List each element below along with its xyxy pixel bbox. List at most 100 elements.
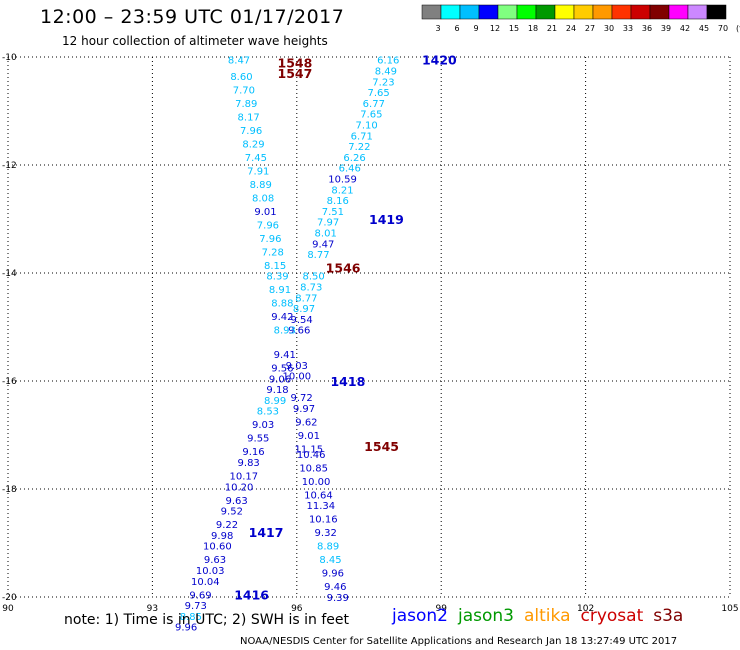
wave-height-label: 7.65 [360,110,382,121]
wave-height-label: 7.96 [240,126,262,137]
wave-height-label: 9.06 [269,374,291,385]
wave-height-label: 6.26 [343,153,365,164]
wave-height-label: 10.20 [225,482,254,493]
wave-height-label: 9.97 [293,404,315,415]
wave-height-label: 7.28 [262,247,284,258]
x-tick-label: 102 [577,604,594,614]
y-tick-label: -10 [2,53,17,63]
pass-number-label: 1417 [249,525,284,540]
wave-height-label: 7.96 [259,234,281,245]
wave-height-label: 9.62 [295,418,317,429]
pass-number-label: 1418 [330,374,365,389]
wave-height-label: 11.15 [295,445,324,456]
wave-height-label: 10.17 [230,472,259,483]
footer-credit: NOAA/NESDIS Center for Satellite Applica… [240,636,678,647]
wave-height-label: 8.45 [319,555,341,566]
wave-height-label: 6.71 [351,131,373,142]
scale-label: 21 [547,24,557,33]
wave-height-label: 6.77 [363,99,385,110]
wave-height-label: 9.01 [298,431,320,442]
x-tick-label: 93 [147,604,158,614]
wave-height-label: 8.89 [250,180,272,191]
wave-height-label: 7.96 [257,220,279,231]
wave-height-label: 10.03 [196,566,225,577]
scale-swatch [459,4,480,20]
wave-height-label: 10.85 [299,463,328,474]
wave-height-label: 9.18 [266,385,288,396]
wave-height-label: 9.96 [175,623,197,634]
scale-swatch [573,4,594,20]
wave-height-label: 10.60 [203,542,232,553]
pass-number-label: 1420 [422,53,457,68]
scale-swatch [440,4,461,20]
wave-height-label: 8.93 [274,326,296,337]
scale-swatch [706,4,727,20]
wave-height-label: 7.22 [348,142,370,153]
wave-height-label: 8.97 [293,304,315,315]
wave-height-label: 9.54 [290,315,312,326]
legend-jason2: jason2 [392,606,448,626]
pass-number-label: 1419 [369,212,404,227]
wave-height-label: 9.55 [247,434,269,445]
wave-height-label: 9.69 [189,590,211,601]
scale-label: 6 [454,24,459,33]
wave-height-label: 8.50 [303,272,325,283]
y-tick-label: -12 [2,161,17,171]
wave-height-label: 10.59 [328,175,357,186]
wave-height-label: 9.63 [204,555,226,566]
scale-label: 45 [699,24,709,33]
wave-height-label: 8.60 [230,72,252,83]
wave-height-label: 8.49 [375,67,397,78]
scale-swatch [649,4,670,20]
wave-height-label: 7.89 [235,99,257,110]
wave-height-label: 8.77 [295,293,317,304]
scale-label: 27 [585,24,595,33]
wave-height-label: 7.97 [317,218,339,229]
wave-height-label: 8.17 [238,112,260,123]
x-tick-label: 90 [2,604,14,614]
wave-height-label: 7.10 [355,121,377,132]
wave-height-label: 8.91 [269,285,291,296]
pass-number-label: 1548 [278,55,313,70]
satellite-legend: jason2 jason3 altika cryosat s3a [392,606,693,626]
wave-height-label: 8.21 [331,185,353,196]
wave-height-label: 7.70 [233,85,255,96]
wave-height-label: 8.47 [228,56,250,67]
y-tick-label: -20 [2,593,17,603]
wave-height-label: 7.51 [322,207,344,218]
y-tick-label: -18 [2,485,17,495]
wave-height-label: 8.99 [264,396,286,407]
scale-swatch [497,4,518,20]
pass-number-label: 1416 [234,587,269,602]
wave-height-label: 8.85 [180,612,202,623]
wave-height-label: 10.16 [309,515,338,526]
scale-swatch [611,4,632,20]
wave-height-label: 9.98 [211,531,233,542]
wave-height-label: 7.45 [245,153,267,164]
wave-height-label: 7.65 [367,88,389,99]
wave-height-label: 9.03 [252,420,274,431]
wave-height-label: 6.46 [339,164,361,175]
scale-label: 15 [509,24,519,33]
wave-height-label: 9.22 [216,520,238,531]
x-tick-label: 105 [721,604,738,614]
scale-swatch [592,4,613,20]
wave-height-label: 9.72 [290,393,312,404]
scale-label: 42 [680,24,690,33]
wave-height-label: 9.83 [238,458,260,469]
wave-height-label: 8.89 [317,542,339,553]
scale-label: 39 [661,24,671,33]
wave-height-label: 9.46 [324,582,346,593]
scale-swatch [421,4,442,20]
legend-cryosat: cryosat [580,606,644,626]
wave-height-label: 10.00 [282,372,311,383]
wave-height-label: 9.66 [288,326,310,337]
wave-height-label: 8.73 [300,283,322,294]
wave-height-label: 9.63 [226,496,248,507]
scale-swatch [687,4,708,20]
wave-height-label: 8.88 [271,299,293,310]
scale-label: 70 [718,24,728,33]
wave-height-label: 8.08 [252,193,274,204]
legend-s3a: s3a [653,606,684,626]
wave-height-label: 9.42 [271,312,293,323]
